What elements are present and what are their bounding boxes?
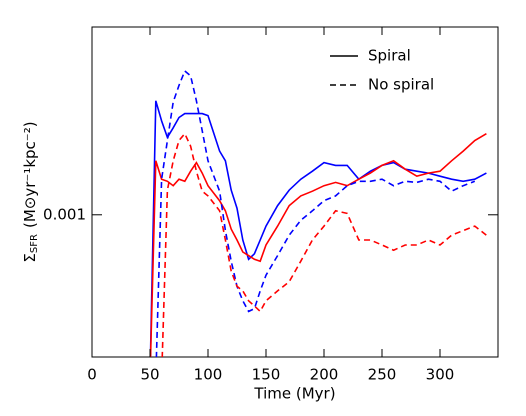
x-tick-label: 0 [87,366,97,384]
x-tick-label: 50 [140,366,159,384]
x-tick-label: 150 [252,366,281,384]
lines [149,69,487,357]
x-tick-label: 200 [310,366,339,384]
x-tick-label: 300 [426,366,455,384]
x-tick-label: 250 [368,366,397,384]
y-label-symbol: Σ [21,253,39,262]
x-tick-label: 100 [194,366,223,384]
legend-label: Spiral [368,47,411,65]
y-axis-label: ΣSFR (M⊙yr⁻¹kpc⁻²) [21,121,41,262]
y-label-unit: (M⊙yr⁻¹kpc⁻²) [21,121,39,228]
x-axis-label: Time (Myr) [253,385,335,403]
series-line [161,132,487,357]
legend-label: No spiral [368,76,434,94]
series-line [149,100,487,357]
series-line [155,69,476,357]
series-line [149,133,487,357]
y-label-subscript: SFR [29,234,40,253]
plot-frame [91,26,499,358]
y-tick-label: 0.001 [43,205,86,223]
